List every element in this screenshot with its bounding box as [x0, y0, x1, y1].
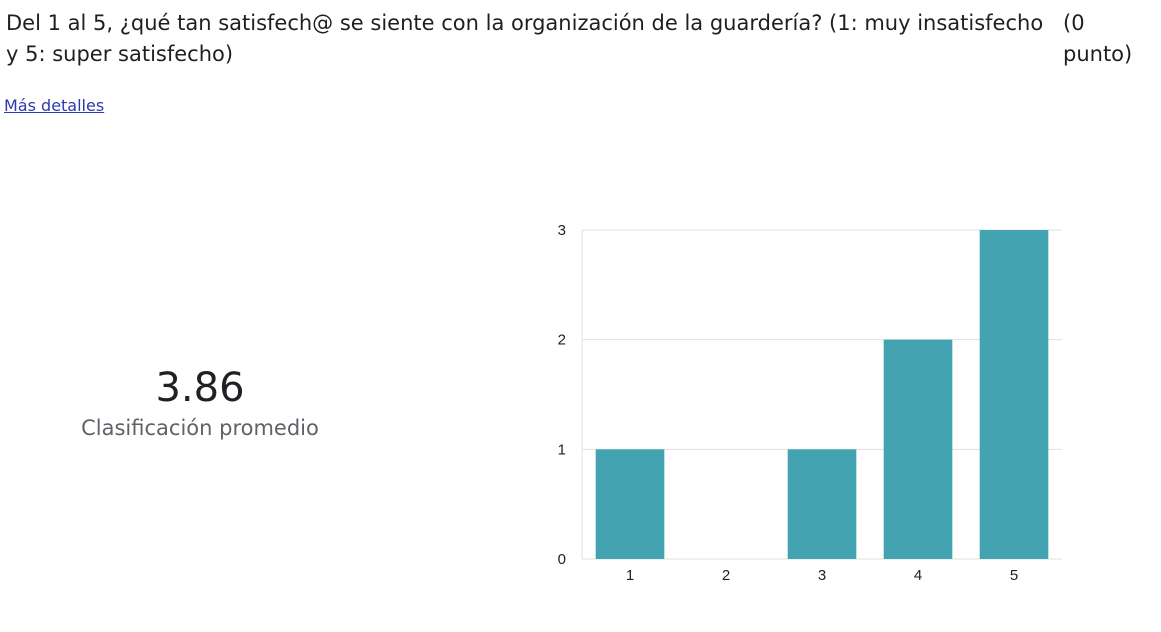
rating-bar-chart: 0 1 2 3 1 2 3 4 5 — [558, 222, 1062, 584]
bar-1 — [595, 449, 665, 559]
average-rating-value: 3.86 — [155, 365, 245, 411]
question-points: (0 punto) — [1063, 11, 1133, 66]
x-tick-label: 1 — [626, 567, 634, 584]
x-tick-label: 5 — [1010, 567, 1018, 584]
more-details-link[interactable]: Más detalles — [4, 96, 105, 115]
x-tick-label: 3 — [818, 567, 826, 584]
y-tick-label: 0 — [558, 551, 566, 568]
x-tick-label: 2 — [722, 567, 730, 584]
average-rating-label: Clasificación promedio — [81, 416, 319, 440]
average-rating-summary: 3.86 Clasificación promedio — [0, 362, 400, 442]
bar-4 — [883, 339, 953, 559]
y-tick-label: 2 — [558, 332, 566, 349]
question-text: Del 1 al 5, ¿qué tan satisfech@ se sient… — [6, 11, 1044, 66]
y-tick-label: 1 — [558, 441, 566, 458]
y-tick-label: 3 — [558, 222, 566, 239]
bar-5 — [979, 230, 1049, 559]
x-tick-label: 4 — [914, 567, 922, 584]
bar-3 — [787, 449, 857, 559]
